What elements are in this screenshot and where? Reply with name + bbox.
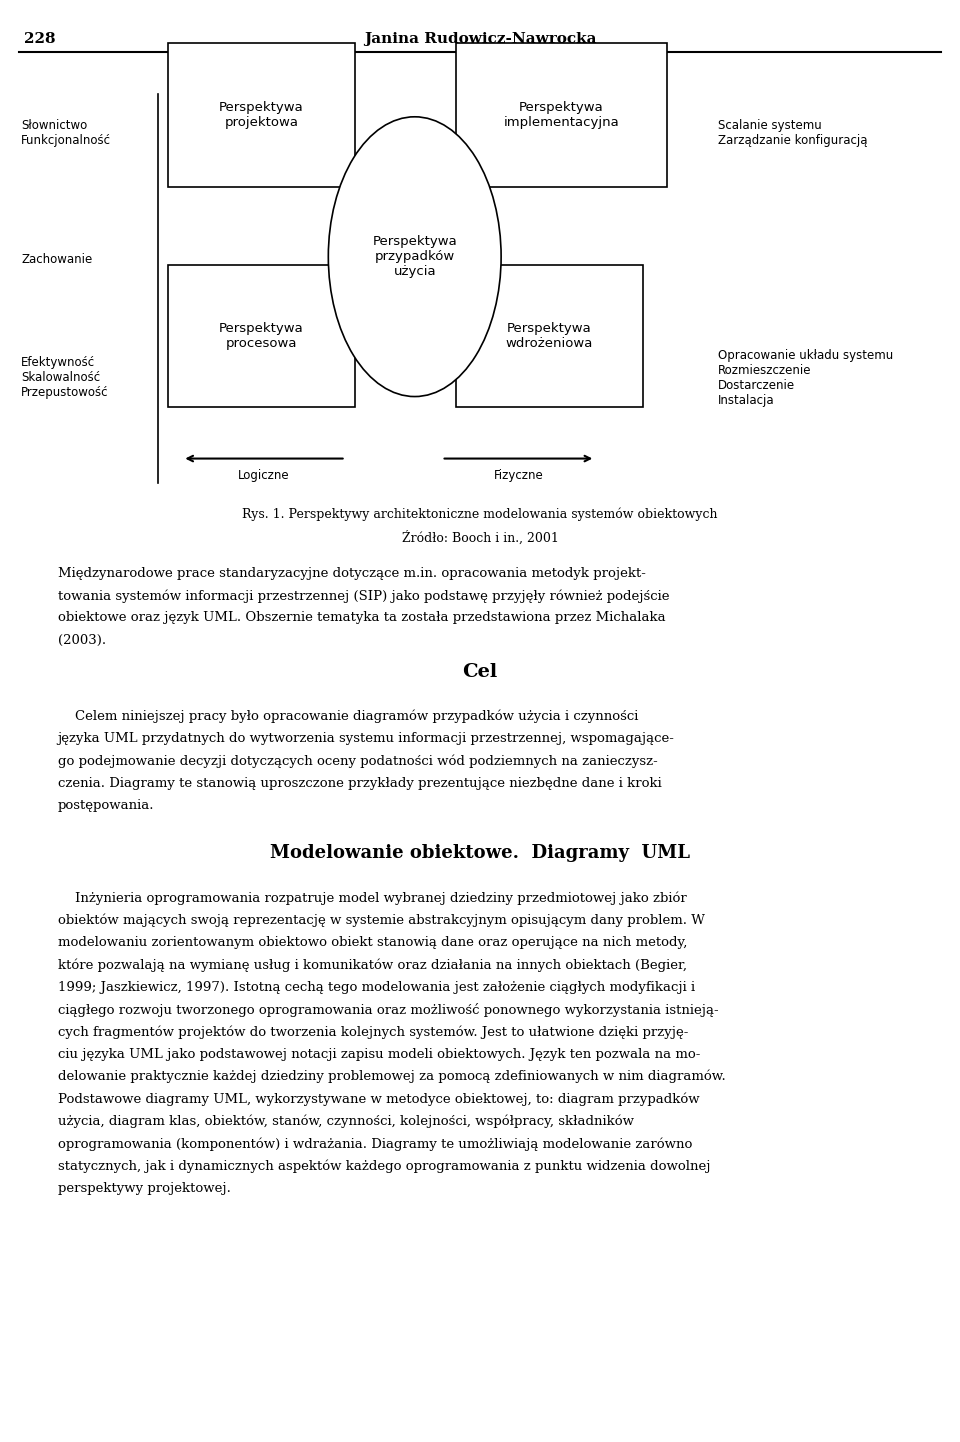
Text: delowanie praktycznie każdej dziedziny problemowej za pomocą zdefiniowanych w ni: delowanie praktycznie każdej dziedziny p… [58,1070,726,1083]
Text: Źródło: Booch i in., 2001: Źródło: Booch i in., 2001 [401,531,559,545]
Text: Perspektywa
implementacyjna: Perspektywa implementacyjna [504,101,619,130]
FancyBboxPatch shape [168,43,355,187]
FancyBboxPatch shape [456,43,667,187]
Text: Fizyczne: Fizyczne [493,469,543,482]
Text: 1999; Jaszkiewicz, 1997). Istotną cechą tego modelowania jest założenie ciągłych: 1999; Jaszkiewicz, 1997). Istotną cechą … [58,981,695,994]
FancyBboxPatch shape [168,265,355,407]
Text: go podejmowanie decyzji dotyczących oceny podatności wód podziemnych na zanieczy: go podejmowanie decyzji dotyczących ocen… [58,754,658,767]
Text: perspektywy projektowej.: perspektywy projektowej. [58,1182,230,1195]
Text: użycia, diagram klas, obiektów, stanów, czynności, kolejności, współpracy, skład: użycia, diagram klas, obiektów, stanów, … [58,1115,634,1128]
Text: ciu języka UML jako podstawowej notacji zapisu modeli obiektowych. Język ten poz: ciu języka UML jako podstawowej notacji … [58,1048,700,1061]
Text: Zachowanie: Zachowanie [21,252,92,267]
Ellipse shape [328,117,501,397]
Text: ciągłego rozwoju tworzonego oprogramowania oraz możliwość ponownego wykorzystani: ciągłego rozwoju tworzonego oprogramowan… [58,1004,718,1017]
Text: Podstawowe diagramy UML, wykorzystywane w metodyce obiektowej, to: diagram przyp: Podstawowe diagramy UML, wykorzystywane … [58,1093,699,1106]
Text: towania systemów informacji przestrzennej (SIP) jako podstawę przyjęły również p: towania systemów informacji przestrzenne… [58,588,669,603]
Text: modelowaniu zorientowanym obiektowo obiekt stanowią dane oraz operujące na nich : modelowaniu zorientowanym obiektowo obie… [58,936,687,949]
Text: Logiczne: Logiczne [238,469,290,482]
Text: Inżynieria oprogramowania rozpatruje model wybranej dziedziny przedmiotowej jako: Inżynieria oprogramowania rozpatruje mod… [58,891,686,904]
Text: obiektowe oraz język UML. Obszernie tematyka ta została przedstawiona przez Mich: obiektowe oraz język UML. Obszernie tema… [58,611,665,624]
Text: Celem niniejszej pracy było opracowanie diagramów przypadków użycia i czynności: Celem niniejszej pracy było opracowanie … [58,709,638,722]
Text: Rys. 1. Perspektywy architektoniczne modelowania systemów obiektowych: Rys. 1. Perspektywy architektoniczne mod… [242,508,718,521]
Text: Perspektywa
wdrożeniowa: Perspektywa wdrożeniowa [506,322,593,350]
FancyBboxPatch shape [456,265,643,407]
Text: Efektywność
Skalowalność
Przepustowość: Efektywność Skalowalność Przepustowość [21,356,108,399]
Text: statycznych, jak i dynamicznych aspektów każdego oprogramowania z punktu widzeni: statycznych, jak i dynamicznych aspektów… [58,1159,710,1172]
Text: oprogramowania (komponentów) i wdrażania. Diagramy te umożliwiają modelowanie za: oprogramowania (komponentów) i wdrażania… [58,1138,692,1151]
Text: Perspektywa
przypadków
użycia: Perspektywa przypadków użycia [372,235,457,278]
Text: (2003).: (2003). [58,633,106,647]
Text: Perspektywa
projektowa: Perspektywa projektowa [219,101,304,130]
Text: Cel: Cel [463,663,497,681]
Text: 228: 228 [24,32,56,46]
Text: Opracowanie układu systemu
Rozmieszczenie
Dostarczenie
Instalacja: Opracowanie układu systemu Rozmieszczeni… [718,349,894,407]
Text: Janina Rudowicz-Nawrocka: Janina Rudowicz-Nawrocka [364,32,596,46]
Text: cych fragmentów projektów do tworzenia kolejnych systemów. Jest to ułatwione dzi: cych fragmentów projektów do tworzenia k… [58,1025,688,1038]
Text: które pozwalają na wymianę usług i komunikatów oraz działania na innych obiektac: które pozwalają na wymianę usług i komun… [58,959,686,972]
Text: Perspektywa
procesowa: Perspektywa procesowa [219,322,304,350]
Text: Słownictwo
Funkcjonalność: Słownictwo Funkcjonalność [21,118,111,147]
Text: Modelowanie obiektowe.  Diagramy  UML: Modelowanie obiektowe. Diagramy UML [270,844,690,861]
Text: Międzynarodowe prace standaryzacyjne dotyczące m.in. opracowania metodyk projekt: Międzynarodowe prace standaryzacyjne dot… [58,567,645,580]
Text: postępowania.: postępowania. [58,799,155,812]
Text: Scalanie systemu
Zarządzanie konfiguracją: Scalanie systemu Zarządzanie konfiguracj… [718,118,868,147]
Text: języka UML przydatnych do wytworzenia systemu informacji przestrzennej, wspomaga: języka UML przydatnych do wytworzenia sy… [58,733,675,746]
Text: obiektów mających swoją reprezentację w systemie abstrakcyjnym opisującym dany p: obiektów mających swoją reprezentację w … [58,914,705,927]
Text: czenia. Diagramy te stanowią uproszczone przykłady prezentujące niezbędne dane i: czenia. Diagramy te stanowią uproszczone… [58,776,661,790]
